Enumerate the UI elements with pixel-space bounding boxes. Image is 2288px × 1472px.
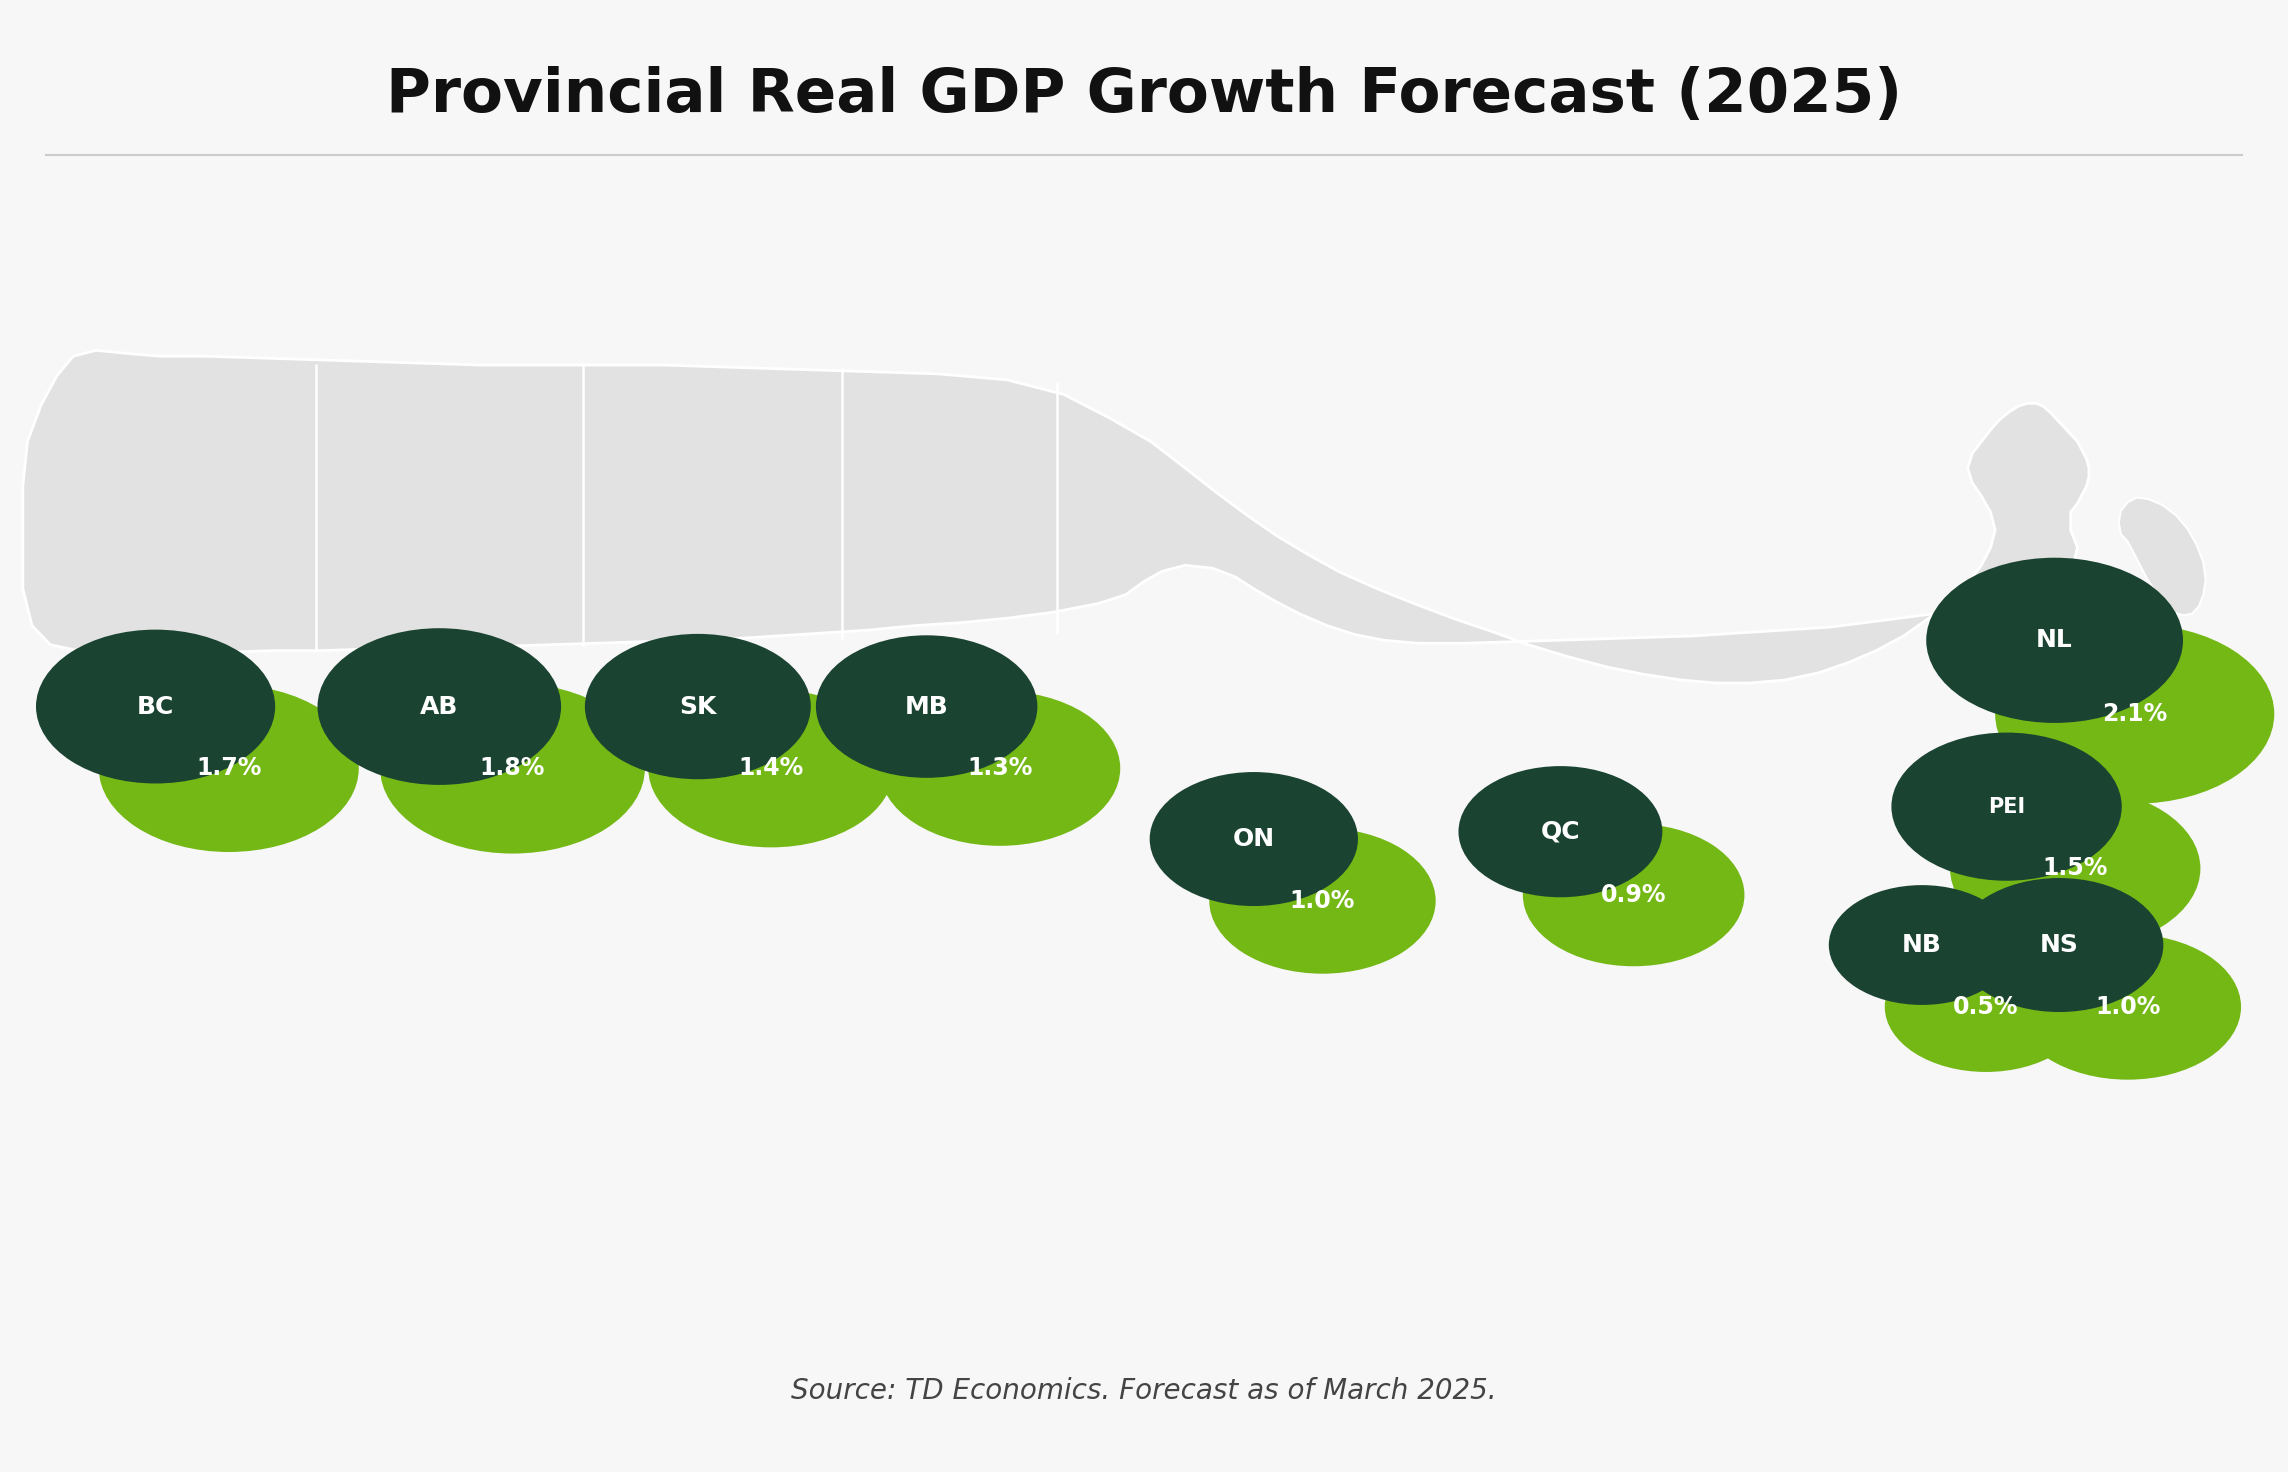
Circle shape — [1949, 788, 2201, 949]
Text: NB: NB — [1901, 933, 1943, 957]
Polygon shape — [2119, 498, 2206, 615]
Circle shape — [1210, 829, 1435, 973]
Circle shape — [1457, 765, 1663, 898]
Circle shape — [586, 634, 810, 779]
Text: SK: SK — [680, 695, 716, 718]
Circle shape — [1524, 824, 1743, 966]
Circle shape — [1926, 558, 2183, 723]
Circle shape — [879, 690, 1121, 846]
Circle shape — [1828, 885, 2016, 1005]
Circle shape — [98, 684, 359, 852]
Circle shape — [1885, 942, 2087, 1072]
Circle shape — [817, 636, 1036, 777]
Circle shape — [318, 629, 561, 785]
Circle shape — [648, 689, 895, 848]
Text: NS: NS — [2041, 933, 2078, 957]
Circle shape — [2016, 935, 2240, 1079]
Text: 1.3%: 1.3% — [968, 757, 1032, 780]
Circle shape — [1149, 771, 1359, 907]
Text: PEI: PEI — [1988, 796, 2025, 817]
Circle shape — [1995, 624, 2274, 804]
Text: BC: BC — [137, 695, 174, 718]
Circle shape — [1892, 733, 2121, 880]
Text: 1.0%: 1.0% — [1290, 889, 1354, 913]
Circle shape — [37, 630, 275, 783]
Text: 0.9%: 0.9% — [1602, 883, 1666, 907]
Text: MB: MB — [904, 695, 950, 718]
Text: 1.0%: 1.0% — [2096, 995, 2160, 1019]
Text: 1.7%: 1.7% — [197, 757, 261, 780]
Text: 1.8%: 1.8% — [480, 757, 545, 780]
Text: QC: QC — [1540, 820, 1581, 843]
Text: 2.1%: 2.1% — [2103, 702, 2167, 726]
Text: AB: AB — [421, 695, 458, 718]
Text: Source: TD Economics. Forecast as of March 2025.: Source: TD Economics. Forecast as of Mar… — [792, 1376, 1496, 1406]
Polygon shape — [23, 350, 2089, 683]
Circle shape — [1954, 877, 2164, 1013]
Text: 0.5%: 0.5% — [1954, 995, 2018, 1019]
Text: 1.4%: 1.4% — [739, 757, 803, 780]
Text: ON: ON — [1233, 827, 1274, 851]
Text: Provincial Real GDP Growth Forecast (2025): Provincial Real GDP Growth Forecast (202… — [387, 66, 1901, 125]
Text: NL: NL — [2036, 629, 2073, 652]
Circle shape — [380, 683, 645, 854]
Text: 1.5%: 1.5% — [2043, 857, 2107, 880]
